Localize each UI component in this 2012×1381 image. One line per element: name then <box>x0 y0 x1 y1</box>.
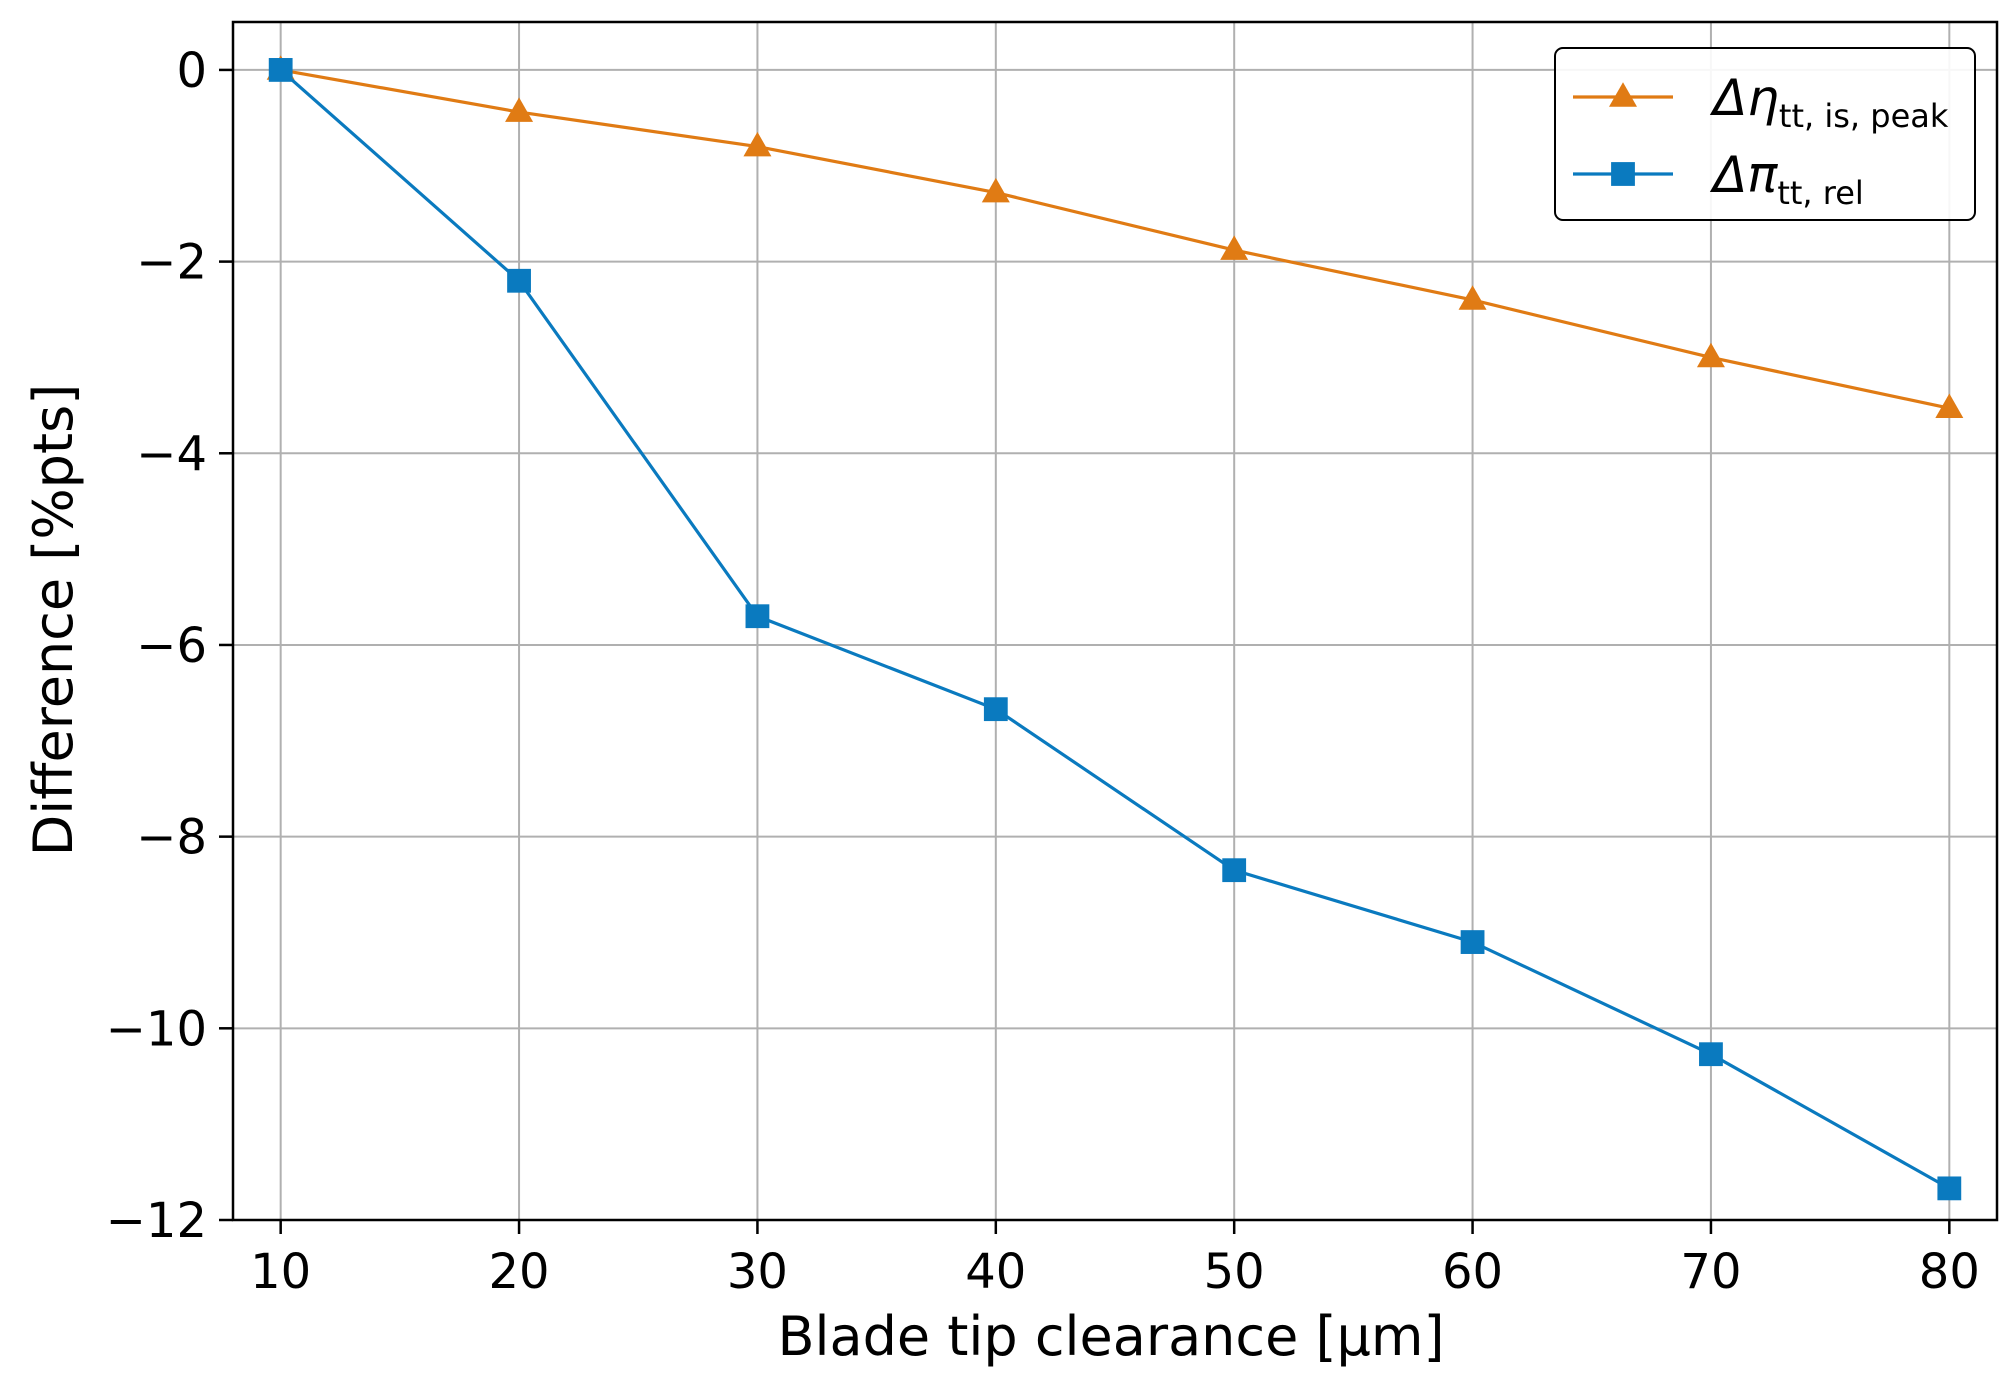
y-tick-label: 0 <box>176 43 207 99</box>
square-marker <box>507 268 531 293</box>
triangle-marker <box>743 131 772 157</box>
y-tick-label: −2 <box>136 235 207 291</box>
legend-entry: Δπtt, rel <box>1573 146 1864 212</box>
legend-entry: Δηtt, is, peak <box>1573 69 1949 135</box>
plot-frame <box>231 20 1999 1222</box>
legend-label: Δπtt, rel <box>1709 146 1864 212</box>
square-marker <box>983 697 1008 722</box>
legend-label: Δηtt, is, peak <box>1709 69 1949 135</box>
series-line <box>280 68 1950 410</box>
triangle-marker <box>1696 342 1725 368</box>
square-marker <box>1699 1042 1723 1067</box>
square-marker <box>1937 1176 1962 1201</box>
triangle-marker <box>1609 82 1637 107</box>
square-marker <box>745 604 770 629</box>
square-marker <box>1460 930 1485 954</box>
y-tick-label: −10 <box>106 1001 207 1057</box>
y-tick-label: −6 <box>136 618 207 674</box>
legend: Δηtt, is, peak Δπtt, rel <box>1554 47 1976 221</box>
triangle-marker <box>1935 393 1964 419</box>
x-tick-label: 70 <box>1680 1244 1741 1300</box>
x-tick-label: 20 <box>489 1244 550 1300</box>
y-tick-label: −12 <box>106 1193 207 1249</box>
y-axis-label: Difference [%pts] <box>22 384 85 857</box>
axis-ticks: 10 20 30 40 50 60 70 80 0 −2 −4 −6 −8 −10 −12 <box>106 43 1980 1300</box>
x-tick-label: 50 <box>1204 1244 1265 1300</box>
triangle-marker <box>1458 285 1487 310</box>
square-marker <box>268 58 293 82</box>
square-marker <box>1222 858 1247 883</box>
triangle-marker <box>505 97 534 122</box>
series-square <box>268 58 1962 1201</box>
x-tick-label: 80 <box>1919 1244 1980 1300</box>
series-line <box>279 68 1951 1190</box>
y-tick-label: −4 <box>136 426 207 482</box>
legend-frame <box>1554 47 1976 221</box>
grid-lines <box>233 22 1997 1221</box>
triangle-marker <box>981 177 1010 203</box>
x-tick-label: 10 <box>250 1244 311 1300</box>
triangle-marker <box>1220 235 1249 260</box>
square-marker <box>1611 162 1635 186</box>
x-tick-label: 40 <box>965 1244 1026 1300</box>
x-tick-label: 60 <box>1442 1244 1503 1300</box>
x-tick-label: 30 <box>727 1244 788 1300</box>
x-axis-label: Blade tip clearance [µm] <box>777 1305 1444 1368</box>
series-layer <box>266 55 1964 1201</box>
y-tick-label: −8 <box>136 810 207 866</box>
